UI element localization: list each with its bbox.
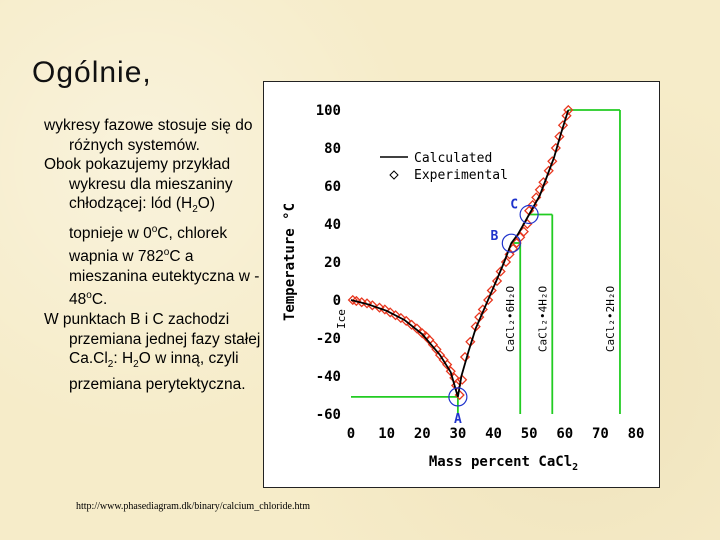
experimental-point	[374, 302, 385, 313]
x-tick-label: 50	[521, 426, 538, 442]
experimental-point	[561, 110, 572, 121]
phase-region-label: CaCl₂•4H₂O	[536, 286, 549, 352]
experimental-point	[543, 165, 554, 176]
phase-diagram: 100 80 60 40 20 0 -20 -40 -60 0 10 20 30 40 50 60 70 80 Ma…	[263, 81, 660, 488]
experimental-point	[361, 298, 373, 309]
invariant-point-label: C	[510, 198, 518, 213]
y-tick-label: -40	[316, 369, 341, 385]
invariant-point-circle	[519, 204, 539, 225]
source-url: http://www.phasediagram.dk/binary/calciu…	[76, 501, 311, 512]
experimental-point	[486, 285, 497, 296]
calculated-curve	[350, 109, 570, 398]
legend-experimental-swatch	[389, 170, 399, 180]
experimental-point	[500, 256, 512, 268]
experimental-point	[547, 156, 558, 167]
experimental-point	[491, 275, 503, 287]
experimental-point	[483, 294, 494, 306]
x-tick-label: 10	[378, 426, 395, 442]
invariant-point-circle	[448, 387, 468, 407]
y-tick-label: 100	[316, 103, 341, 119]
bullet-item: wykresy fazowe stosuje się do różnych sy…	[44, 117, 253, 154]
y-tick-label: 80	[324, 141, 341, 157]
legend-calculated-label: Calculated	[414, 151, 492, 166]
experimental-point	[351, 295, 362, 307]
experimental-point	[347, 294, 358, 306]
x-tick-label: 80	[628, 426, 645, 442]
experimental-point	[563, 104, 574, 116]
x-tick-label: 40	[485, 426, 502, 442]
x-tick-label: 0	[347, 426, 355, 442]
legend-experimental-label: Experimental	[414, 168, 508, 183]
bullet-item: Obok pokazujemy przykład wykresu dla mie…	[44, 156, 260, 309]
invariant-point-label: A	[454, 412, 462, 427]
phase-diagram-svg: 100 80 60 40 20 0 -20 -40 -60 0 10 20 30 40 50 60 70 80 Ma…	[282, 103, 645, 473]
y-tick-label: 40	[324, 217, 341, 233]
y-tick-label: 60	[324, 179, 341, 195]
x-axis-label-sub: 2	[572, 462, 578, 473]
phase-region-label: CaCl₂•6H₂O	[504, 286, 517, 352]
experimental-point	[457, 374, 468, 385]
y-axis-label: Temperature °C	[282, 203, 298, 321]
bullet-list: wykresy fazowe stosuje się do różnych sy…	[44, 116, 266, 394]
x-tick-label: 70	[592, 426, 609, 442]
experimental-point	[379, 304, 390, 315]
experimental-point	[445, 366, 456, 377]
x-tick-label: 20	[414, 426, 431, 442]
y-tick-label: 20	[324, 255, 341, 271]
phase-region-label: Ice	[335, 309, 348, 329]
bullet-item: W punktach B i C zachodzi przemiana jedn…	[44, 311, 261, 393]
phase-region-label: CaCl₂•2H₂O	[604, 286, 617, 352]
experimental-point	[495, 266, 506, 277]
slide-title: Ogólnie,	[32, 56, 152, 89]
y-tick-label: -20	[316, 331, 341, 347]
x-axis-label: Mass percent CaCl2	[429, 454, 578, 473]
invariant-point-label: B	[490, 229, 498, 244]
y-tick-label: 0	[333, 293, 341, 309]
y-tick-label: -60	[316, 407, 341, 423]
x-tick-label: 30	[449, 426, 466, 442]
x-tick-label: 60	[556, 426, 573, 442]
legend-box	[376, 142, 526, 182]
invariant-point-circle	[501, 233, 521, 253]
